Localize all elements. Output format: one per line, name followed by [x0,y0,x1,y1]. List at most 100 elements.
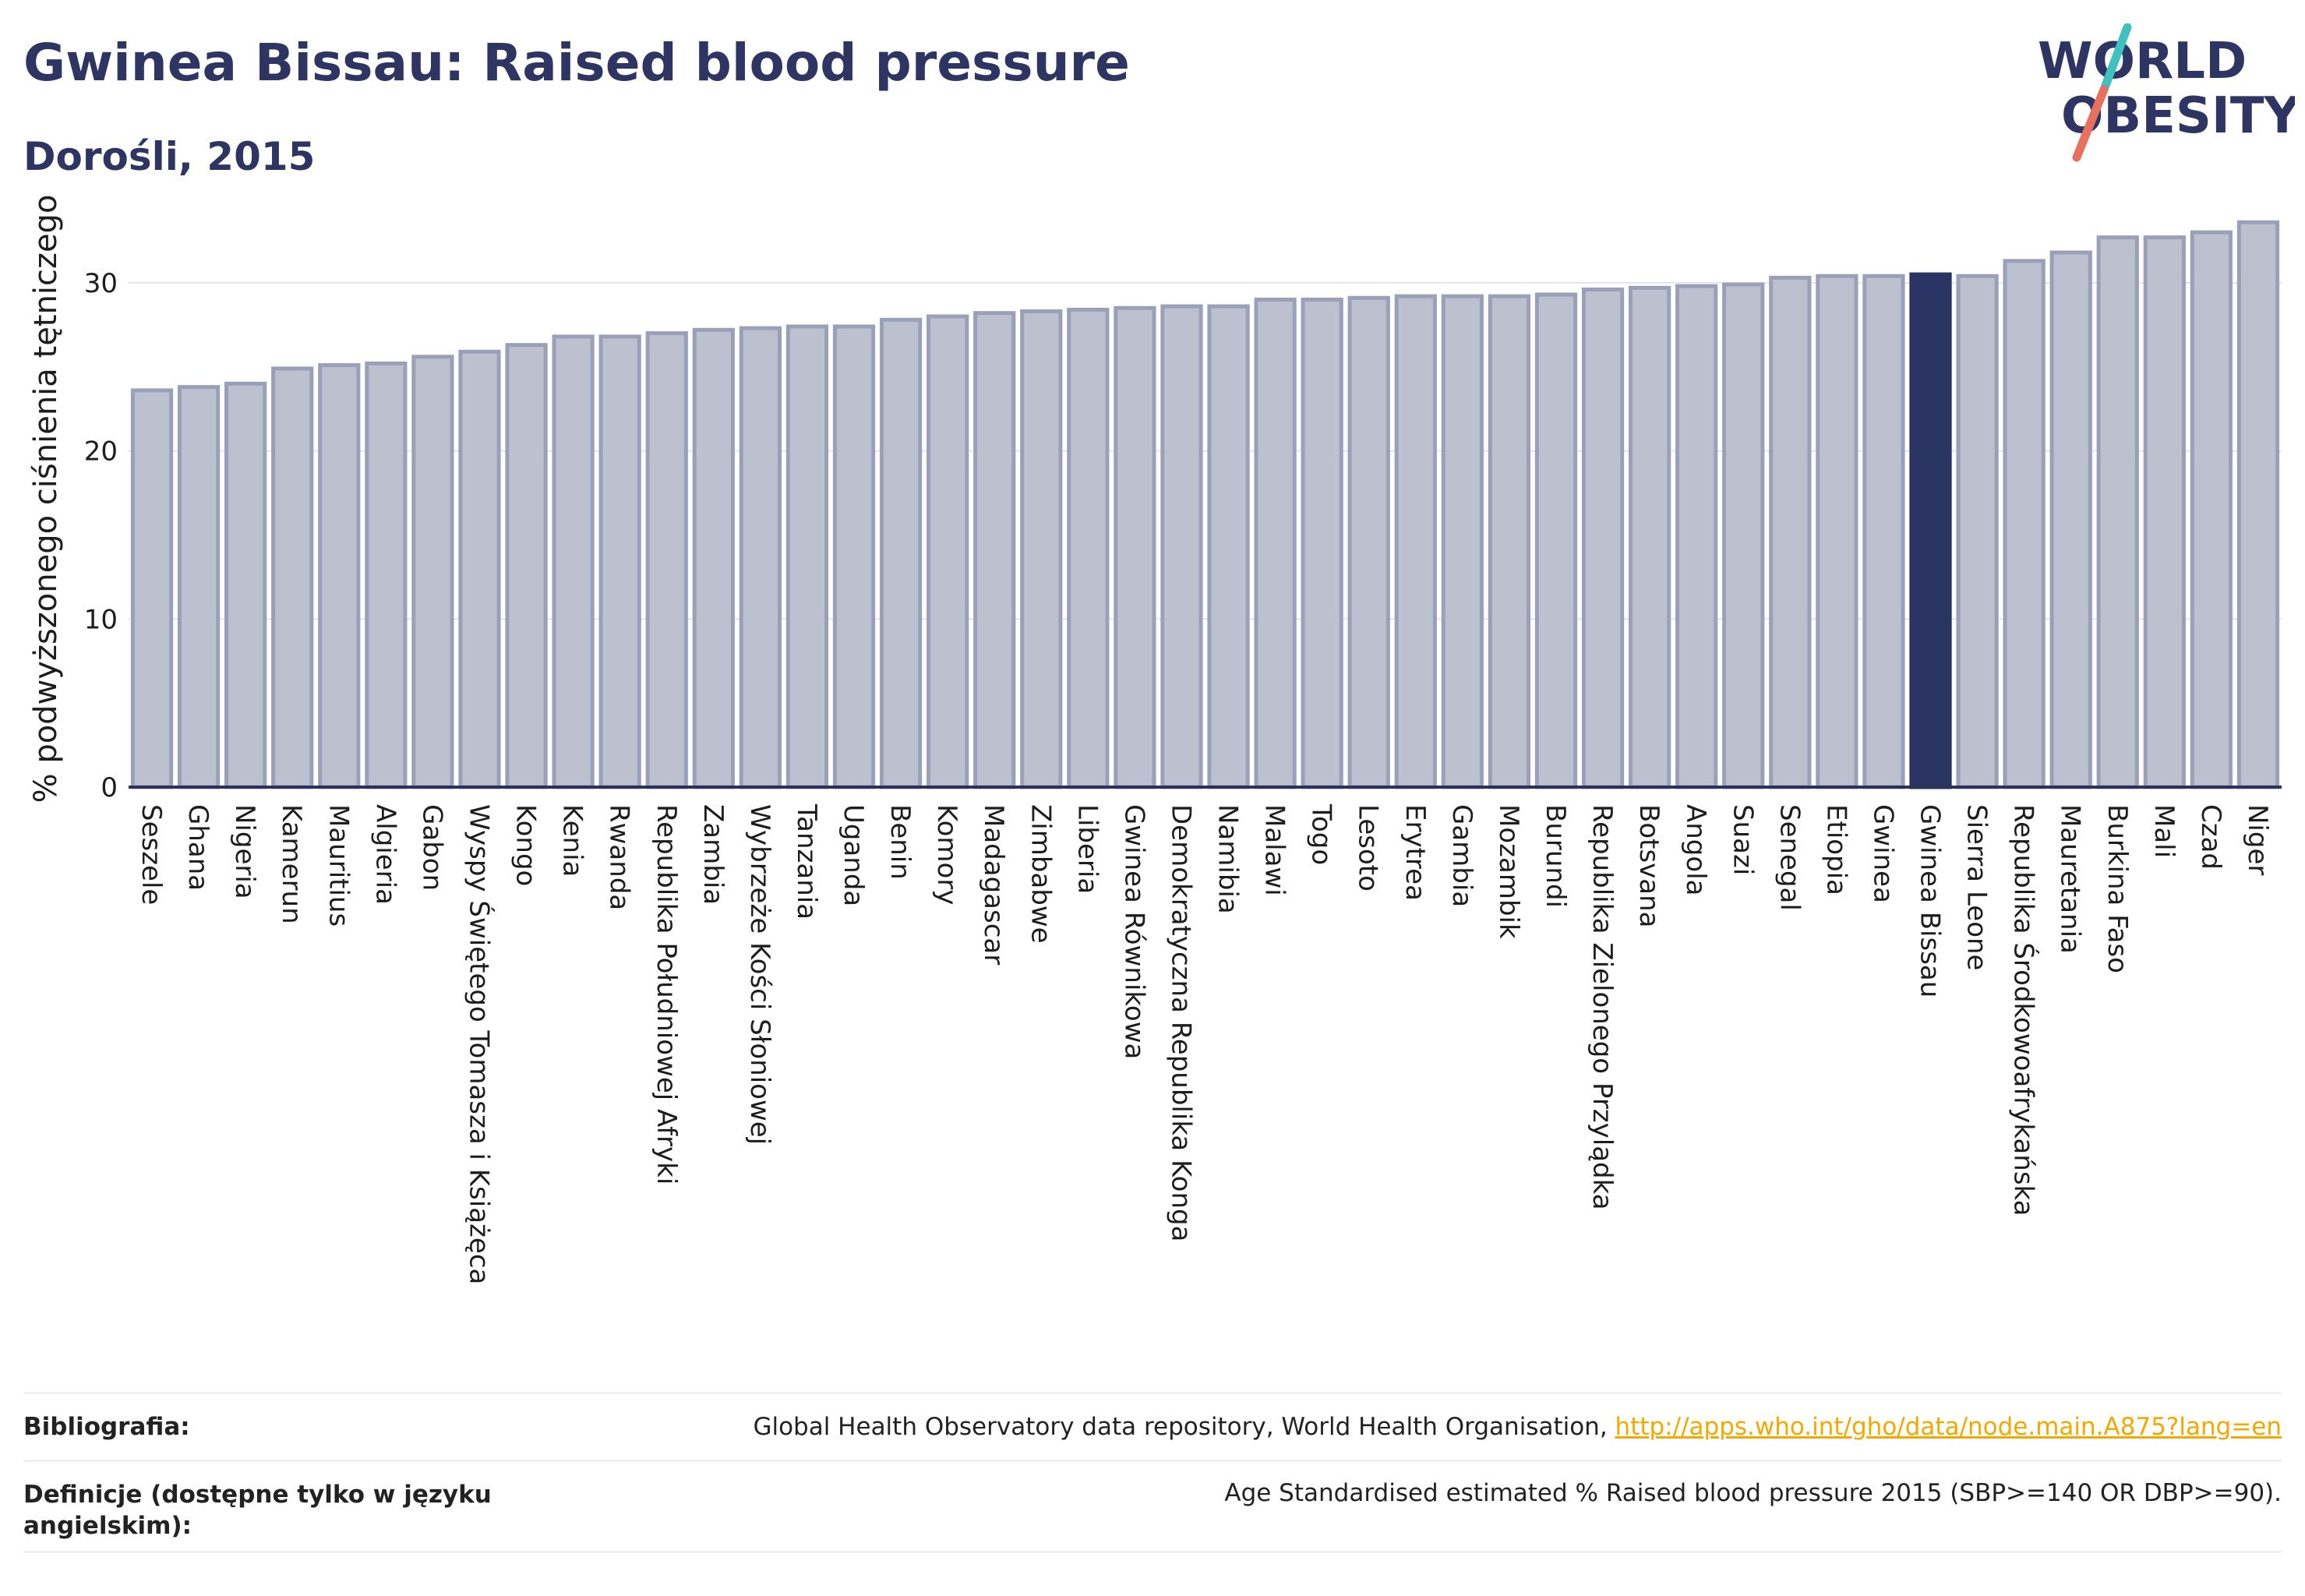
y-axis-label: % podwyższonego ciśnienia tętniczego [28,195,64,803]
bar [1488,294,1531,789]
bar [271,366,314,789]
bar [1862,274,1905,789]
x-tick-label: Gwinea [1867,804,1898,903]
x-tick-label: Gwinea Równikowa [1118,804,1149,1059]
x-tick-label: Nigeria [229,804,260,899]
bar [1628,285,1671,789]
bars [130,220,2280,789]
x-tick-label: Mauretania [2055,804,2086,954]
bar [785,324,829,789]
x-tick-label: Liberia [1071,804,1103,894]
bar [1160,304,1203,789]
bar [2190,230,2233,789]
bar [2049,250,2092,789]
x-tick-label: Madagascar [978,804,1009,965]
x-tick-label: Togo [1306,803,1337,865]
bibliography-source: Global Health Observatory data repositor… [753,1413,1615,1441]
x-tick-label: Mauritius [323,804,354,927]
bibliography-label: Bibliografia: [23,1413,190,1441]
bar [1769,275,1812,789]
bar [1816,274,1858,789]
bar [458,349,501,789]
bar [927,314,969,789]
x-tick-label: Wybrzeże Kości Słoniowej [744,804,775,1145]
definitions-row: Definicje (dostępne tylko w języku angie… [23,1460,2282,1553]
bar [973,311,1016,789]
x-tick-label: Angola [1680,804,1711,895]
bar [552,334,595,789]
bibliography-row: Bibliografia: Global Health Observatory … [23,1392,2282,1460]
x-tick-label: Suazi [1727,804,1758,875]
bar [1581,287,1625,789]
bar [177,385,221,789]
x-tick-label: Senegal [1774,804,1805,911]
x-tick-label: Demokratyczna Republika Konga [1165,804,1196,1241]
x-tick-label: Burundi [1540,804,1571,908]
x-tick-label: Czad [2195,804,2226,870]
y-tick-label: 0 [101,772,118,803]
definitions-text: Age Standardised estimated % Raised bloo… [1224,1479,2282,1507]
bar [1254,297,1297,789]
bar [1347,295,1390,789]
bar [2096,235,2139,789]
x-tick-label: Kenia [557,804,588,877]
x-tick-label: Lesoto [1353,804,1384,892]
x-tick-label: Gabon [416,804,447,891]
x-tick-label: Republika Środkowoafrykańska [2008,804,2040,1216]
x-tick-label: Republika Zielonego Przylądka [1587,804,1618,1210]
page-subtitle: Dorośli, 2015 [23,134,316,179]
x-tick-label: Etiopia [1820,804,1851,895]
bar [879,317,923,789]
x-tick-label: Kongo [510,804,542,886]
bar [411,355,454,789]
bar [1441,294,1484,789]
bar [224,381,267,789]
x-tick-label: Burkina Faso [2102,804,2133,973]
bar [1067,307,1110,789]
footer: Bibliografia: Global Health Observatory … [23,1392,2282,1553]
x-tick-label: Tanzania [791,803,822,920]
y-tick-label: 20 [84,436,118,468]
x-tick-label: Gwinea Bissau [1915,804,1946,998]
x-tick-label: Benin [884,804,916,880]
bibliography-link[interactable]: http://apps.who.int/gho/data/node.main.A… [1615,1413,2282,1441]
y-tick-label: 30 [84,268,118,299]
page-title: Gwinea Bissau: Raised blood pressure [23,33,1130,93]
logo-word-world: WORLD [2038,33,2247,90]
x-tick-label: Uganda [838,804,869,906]
bar [1394,294,1437,789]
bar [318,363,361,789]
x-tick-label: Gambia [1446,804,1477,907]
logo-slash-coral [2072,85,2109,162]
bar [1675,284,1718,789]
x-tick-label: Namibia [1213,804,1244,914]
bar [832,324,876,789]
x-tick-label: Komory [931,804,962,905]
bar [598,334,641,789]
bar [739,326,782,789]
bar [1020,309,1063,789]
x-tick-label: Mali [2148,804,2180,858]
bar [1722,282,1765,789]
x-tick-label: Kamerun [276,804,307,924]
bar [2236,220,2280,789]
logo-slash-teal [2099,23,2132,94]
bar [1534,292,1578,789]
x-tick-label: Seszele [136,804,167,905]
x-tick-label: Mozambik [1493,804,1524,939]
x-tick-label: Malawi [1259,804,1290,896]
bar [2143,235,2186,789]
y-tick-label: 10 [84,604,118,635]
bar [1207,304,1250,789]
bar [1956,274,1999,789]
bar [2003,259,2046,789]
bar-chart: 0 10 20 30 Seszele Ghana Nigeria Kamerun Maurit… [28,195,2282,1284]
x-tick-label: Republika Południowej Afryki [651,804,682,1185]
x-tick-label: Sierra Leone [1961,804,1993,970]
x-tick-label: Zimbabwe [1025,804,1056,944]
bar [692,327,735,789]
x-tick-label: Ghana [182,804,214,891]
bar [645,331,688,789]
x-axis: Seszele Ghana Nigeria Kamerun Mauritius Algie… [129,786,2282,1284]
bar [1114,305,1156,789]
